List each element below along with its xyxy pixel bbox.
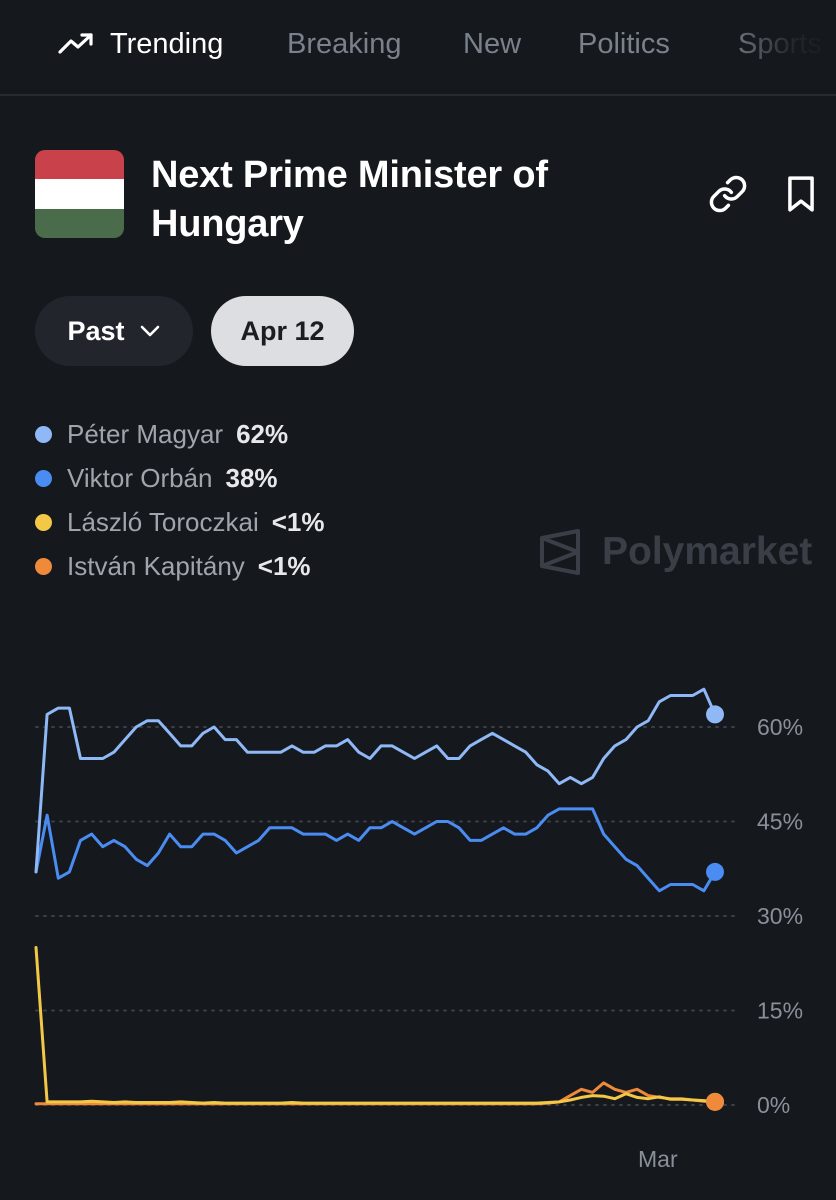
legend-dot (35, 557, 52, 575)
legend-name: István Kapitány (67, 550, 245, 581)
legend-value: 62% (236, 418, 289, 449)
link-icon (709, 175, 747, 213)
legend-value: <1% (257, 550, 311, 581)
date-pill-button[interactable]: Apr 12 (211, 296, 354, 366)
nav-tab-sports[interactable]: Sports (738, 24, 822, 64)
bookmark-button[interactable] (779, 172, 823, 216)
y-tick-label: 45% (757, 809, 803, 835)
y-tick-label: 0% (757, 1092, 790, 1118)
series-line (34, 807, 717, 893)
nav-tab-new[interactable]: New (463, 24, 521, 64)
legend-name: Péter Magyar (67, 418, 224, 449)
polymarket-watermark: Polymarket (538, 528, 812, 576)
legend-item: Viktor Orbán 38% (35, 456, 325, 500)
nav-tab-label: Breaking (287, 28, 402, 60)
price-history-chart[interactable]: 60% 45% 30% 15% 0% Mar (0, 680, 836, 1200)
legend-dot (35, 513, 52, 531)
date-label: Apr 12 (240, 315, 325, 346)
nav-tab-label: Sports (738, 28, 822, 60)
series-line (34, 946, 717, 1105)
legend-item: Péter Magyar 62% (35, 412, 325, 456)
top-nav: Trending Breaking New Politics Sports (0, 0, 836, 96)
y-tick-label: 15% (757, 998, 803, 1024)
past-dropdown-button[interactable]: Past (35, 296, 193, 366)
flag-stripe-white (35, 179, 124, 209)
watermark-text: Polymarket (602, 530, 813, 573)
legend-dot (35, 425, 52, 443)
legend-name: László Toroczkai (67, 506, 259, 537)
chevron-down-icon (140, 325, 159, 337)
legend-name: Viktor Orbán (67, 462, 213, 493)
y-tick-label: 30% (757, 903, 803, 929)
nav-tab-politics[interactable]: Politics (578, 24, 670, 64)
copy-link-button[interactable] (706, 172, 750, 216)
legend-value: <1% (271, 506, 325, 537)
chart-legend: Péter Magyar 62% Viktor Orbán 38% László… (35, 412, 325, 588)
past-label: Past (67, 315, 125, 346)
legend-item: István Kapitány <1% (35, 544, 325, 588)
nav-tab-label: New (463, 28, 522, 60)
legend-dot (35, 469, 52, 487)
bookmark-icon (788, 176, 814, 212)
legend-item: László Toroczkai <1% (35, 500, 325, 544)
y-tick-label: 60% (757, 714, 803, 740)
nav-tab-breaking[interactable]: Breaking (287, 24, 401, 64)
series-end-dot (706, 1092, 724, 1111)
flag-stripe-red (35, 150, 124, 180)
flag-stripe-green (35, 208, 124, 238)
market-title: Next Prime Minister of Hungary (151, 154, 548, 245)
trending-up-icon (58, 33, 93, 54)
series-line (34, 1081, 717, 1106)
x-tick-label: Mar (638, 1146, 678, 1172)
series-end-dot (706, 705, 724, 724)
series-end-dot (706, 862, 724, 881)
nav-tab-label: Politics (578, 28, 670, 60)
legend-value: 38% (225, 462, 278, 493)
polymarket-logo-icon (540, 529, 580, 575)
series-line (34, 687, 717, 874)
hungary-flag-icon (35, 150, 124, 238)
nav-tab-trending[interactable]: Trending (58, 24, 223, 64)
nav-tab-label: Trending (110, 28, 224, 60)
